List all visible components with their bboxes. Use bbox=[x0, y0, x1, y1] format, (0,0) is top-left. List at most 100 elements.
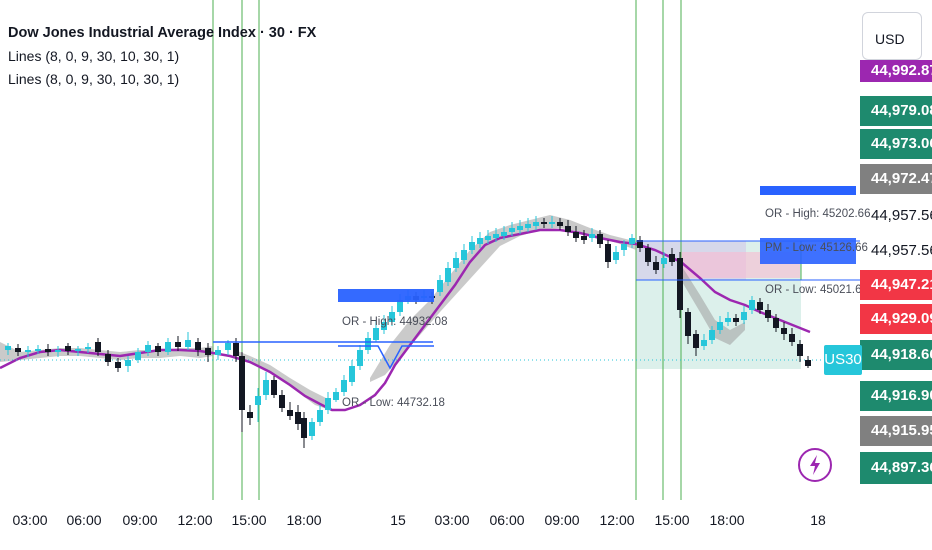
candle-body bbox=[589, 234, 595, 238]
time-label: 06:00 bbox=[489, 512, 525, 528]
candle-body bbox=[365, 338, 371, 350]
candle-body bbox=[549, 222, 555, 224]
candle-body bbox=[341, 380, 347, 392]
candle-body bbox=[309, 422, 315, 436]
indicator-label[interactable]: Lines (8, 0, 9, 30, 10, 30, 1) bbox=[8, 71, 180, 87]
candle-body bbox=[517, 226, 523, 230]
candle-body bbox=[493, 234, 499, 238]
candle-body bbox=[661, 258, 667, 264]
time-label: 15:00 bbox=[231, 512, 267, 528]
candle-body bbox=[115, 362, 121, 368]
candle-body bbox=[325, 398, 331, 410]
candle-body bbox=[175, 342, 181, 347]
candle-body bbox=[381, 322, 387, 330]
candle-body bbox=[621, 244, 627, 250]
candle-body bbox=[287, 410, 293, 416]
or-high-label: OR - High: 45202.66 bbox=[765, 208, 871, 220]
or-high-label: OR - High: 44932.08 bbox=[342, 316, 448, 328]
candle-body bbox=[317, 410, 323, 422]
candle-body bbox=[255, 396, 261, 405]
time-label: 18:00 bbox=[709, 512, 745, 528]
candle-body bbox=[525, 224, 531, 228]
or-high-box bbox=[338, 289, 434, 302]
candle-body bbox=[15, 348, 21, 352]
candle-body bbox=[239, 356, 245, 410]
candle-body bbox=[749, 300, 755, 310]
indicator-label[interactable]: Lines (8, 0, 9, 30, 10, 30, 1) bbox=[8, 48, 180, 64]
candle-body bbox=[397, 300, 403, 312]
candle-body bbox=[485, 236, 491, 240]
candle-body bbox=[263, 380, 269, 395]
or-high-box bbox=[760, 186, 856, 195]
candle-body bbox=[333, 392, 339, 400]
candle-body bbox=[773, 318, 779, 328]
price-label: 44,979.08 bbox=[860, 96, 932, 126]
candle-body bbox=[629, 238, 635, 244]
price-label: 44,916.90 bbox=[860, 381, 932, 411]
candle-body bbox=[765, 310, 771, 318]
candle-body bbox=[135, 352, 141, 360]
candle-body bbox=[45, 349, 51, 352]
candle-body bbox=[533, 222, 539, 226]
candle-body bbox=[75, 349, 81, 351]
candle-body bbox=[709, 330, 715, 340]
candle-body bbox=[677, 258, 683, 310]
candle-body bbox=[373, 328, 379, 340]
candle-body bbox=[55, 350, 61, 352]
time-label: 12:00 bbox=[177, 512, 213, 528]
time-label: 12:00 bbox=[599, 512, 635, 528]
candle-body bbox=[185, 340, 191, 347]
candle-body bbox=[797, 344, 803, 356]
candle-body bbox=[581, 236, 587, 240]
candle-body bbox=[637, 240, 643, 248]
candle-body bbox=[573, 232, 579, 238]
price-label: 44,957.56 bbox=[871, 242, 932, 259]
symbol-title[interactable]: Dow Jones Industrial Average Index · 30 … bbox=[8, 25, 317, 41]
ma-band bbox=[0, 342, 213, 362]
price-label: 44,973.06 bbox=[860, 129, 932, 159]
candle-body bbox=[295, 412, 301, 424]
candle-body bbox=[557, 222, 563, 226]
candle-body bbox=[469, 242, 475, 250]
time-label: 03:00 bbox=[12, 512, 48, 528]
or-low-label: OR - Low: 45021.66 bbox=[765, 284, 868, 296]
candle-body bbox=[225, 343, 231, 350]
price-label: 44,947.21 bbox=[860, 270, 932, 300]
candle-body bbox=[685, 312, 691, 336]
candle-body bbox=[357, 350, 363, 366]
candle-body bbox=[445, 268, 451, 282]
currency-button[interactable]: USD bbox=[862, 12, 922, 60]
candle-body bbox=[669, 254, 675, 262]
time-label: 18:00 bbox=[286, 512, 322, 528]
candle-body bbox=[85, 347, 91, 349]
candle-body bbox=[597, 234, 603, 244]
price-label: 44,897.36 bbox=[860, 452, 932, 484]
candle-body bbox=[509, 228, 515, 232]
time-label: 15:00 bbox=[654, 512, 690, 528]
candle-body bbox=[247, 412, 253, 418]
candle-body bbox=[789, 334, 795, 342]
candle-body bbox=[35, 349, 41, 351]
pm-low-label: PM - Low: 45126.66 bbox=[765, 242, 868, 254]
candle-body bbox=[605, 244, 611, 262]
time-label: 15 bbox=[390, 512, 406, 528]
candle-body bbox=[195, 342, 201, 350]
candle-body bbox=[613, 252, 619, 260]
pm-low-box bbox=[760, 238, 856, 264]
candle-body bbox=[145, 345, 151, 352]
candle-body bbox=[701, 340, 707, 346]
candle-body bbox=[95, 342, 101, 352]
lightning-bolt-icon[interactable] bbox=[798, 448, 832, 482]
time-label: 18 bbox=[810, 512, 826, 528]
candle-body bbox=[65, 346, 71, 351]
candle-body bbox=[301, 418, 307, 438]
symbol-tag: US30 bbox=[824, 345, 862, 375]
candle-body bbox=[155, 346, 161, 352]
time-label: 03:00 bbox=[434, 512, 470, 528]
candle-body bbox=[349, 366, 355, 382]
candle-body bbox=[125, 360, 131, 366]
or-low-line bbox=[338, 345, 434, 370]
candle-body bbox=[389, 312, 395, 322]
candle-body bbox=[461, 250, 467, 260]
